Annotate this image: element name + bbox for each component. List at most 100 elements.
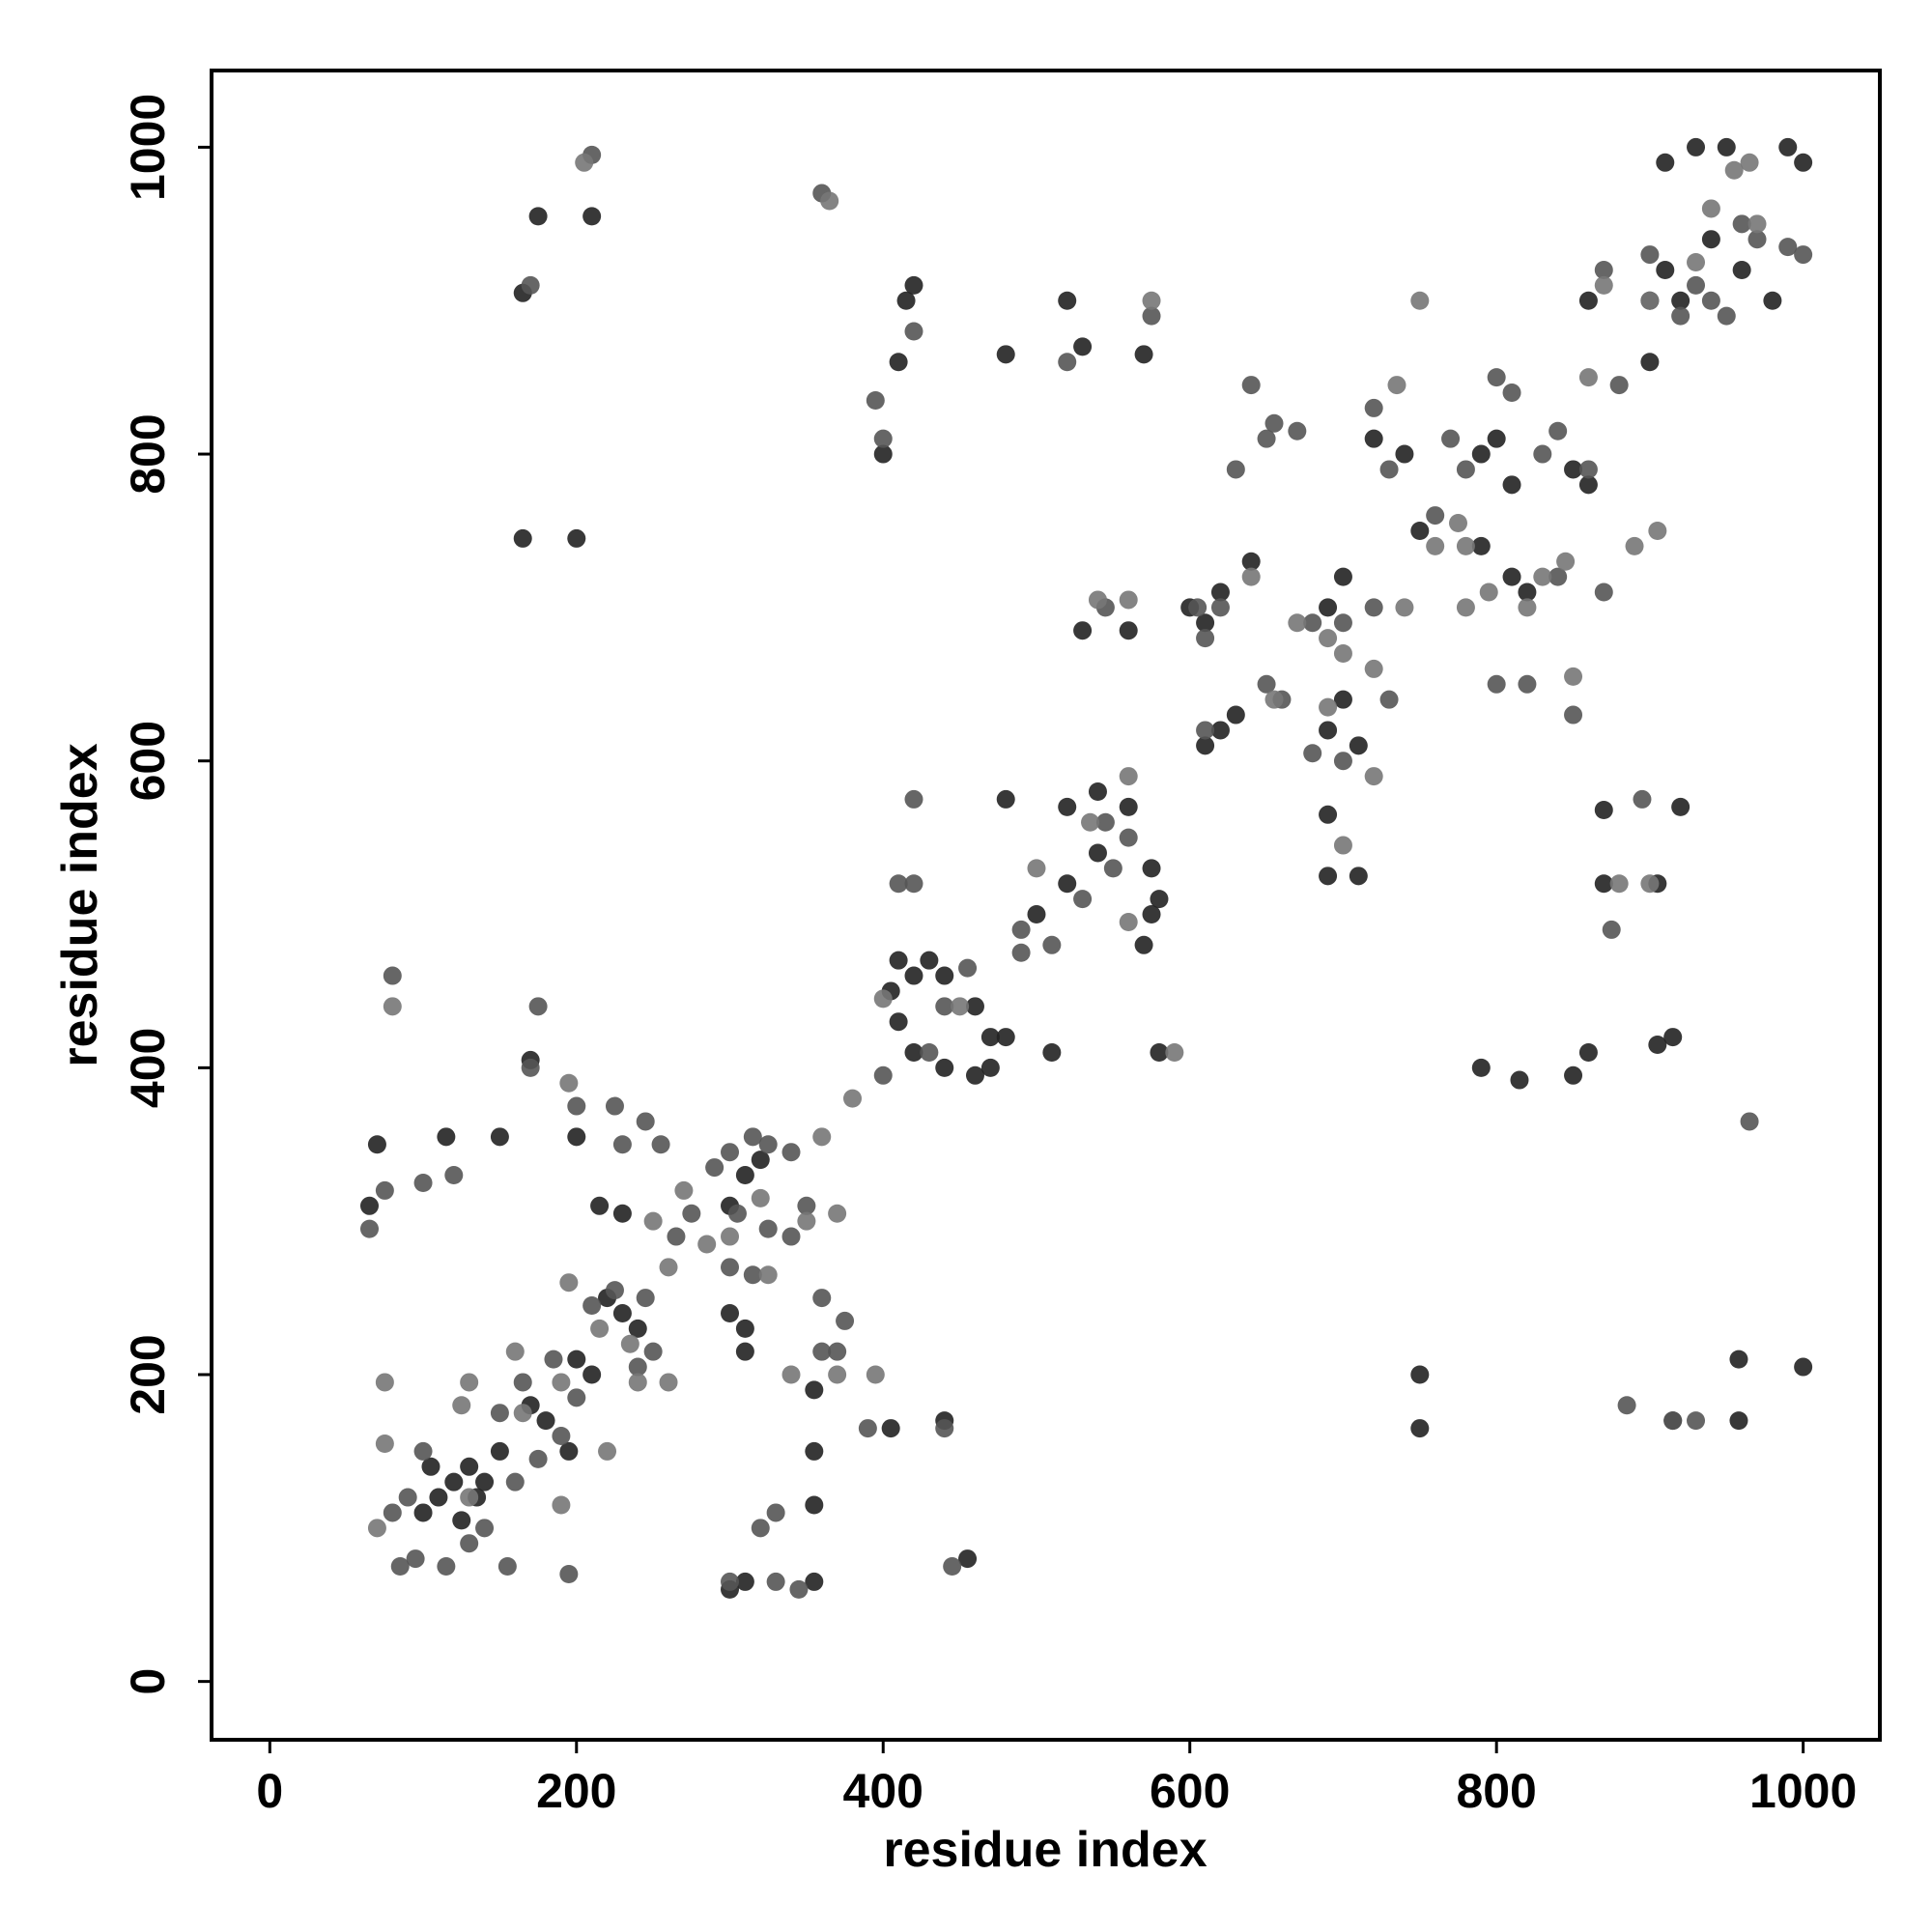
point: [697, 1235, 717, 1254]
point: [980, 1028, 1000, 1047]
point: [490, 1404, 509, 1423]
point: [904, 874, 923, 894]
point: [1594, 275, 1613, 295]
point: [1134, 345, 1153, 364]
point: [1058, 874, 1077, 894]
point: [383, 1503, 402, 1522]
point: [721, 1303, 740, 1322]
point: [797, 1196, 816, 1215]
point: [1533, 444, 1552, 464]
point: [444, 1472, 464, 1492]
point: [1518, 674, 1537, 694]
point: [1578, 368, 1598, 387]
point: [828, 1365, 847, 1384]
point: [1379, 460, 1399, 479]
point: [1333, 613, 1352, 633]
point: [628, 1373, 647, 1392]
point: [881, 1419, 900, 1438]
point: [721, 1143, 740, 1162]
point: [1349, 736, 1368, 755]
point: [1073, 337, 1093, 356]
point: [552, 1495, 571, 1515]
point: [413, 1173, 433, 1192]
point: [1210, 582, 1230, 602]
point: [1594, 260, 1613, 279]
point: [1196, 629, 1215, 648]
point: [1479, 582, 1498, 602]
point: [996, 345, 1015, 364]
point: [1456, 460, 1475, 479]
point: [1165, 1042, 1184, 1062]
point: [383, 966, 402, 985]
point: [612, 1303, 632, 1322]
point: [727, 1204, 747, 1223]
point: [1226, 460, 1245, 479]
point: [904, 1042, 923, 1062]
point: [1333, 836, 1352, 855]
point: [1426, 536, 1445, 555]
point: [1226, 705, 1245, 724]
point: [789, 1579, 809, 1599]
point: [1027, 859, 1046, 878]
point: [820, 191, 839, 211]
point: [1119, 621, 1138, 640]
point: [1533, 567, 1552, 586]
point: [1257, 429, 1276, 448]
point: [1395, 444, 1414, 464]
point: [1319, 598, 1338, 617]
point: [528, 1449, 548, 1468]
point: [721, 1258, 740, 1277]
point: [1264, 690, 1284, 709]
point: [1609, 874, 1629, 894]
point: [951, 997, 970, 1016]
point: [1564, 460, 1583, 479]
point: [965, 997, 984, 1016]
point: [1747, 214, 1767, 234]
point: [781, 1143, 801, 1162]
point: [1456, 536, 1475, 555]
point: [375, 1373, 394, 1392]
point: [1088, 843, 1107, 863]
point: [359, 1219, 379, 1238]
point: [1364, 398, 1383, 417]
point: [559, 1273, 579, 1293]
point: [1648, 1036, 1667, 1055]
point: [513, 528, 532, 548]
point: [1364, 659, 1383, 678]
x-tick-label: 600: [1150, 1764, 1230, 1818]
plot-area: [359, 137, 1813, 1599]
point: [1319, 805, 1338, 824]
point: [1319, 867, 1338, 886]
point: [828, 1342, 847, 1361]
point: [659, 1258, 678, 1277]
point: [1364, 767, 1383, 786]
point: [521, 1058, 540, 1077]
point: [920, 951, 939, 970]
point: [1364, 598, 1383, 617]
point: [1456, 598, 1475, 617]
point: [889, 353, 908, 372]
point: [1656, 153, 1675, 172]
point: [1042, 935, 1062, 954]
point: [958, 958, 978, 978]
point: [904, 322, 923, 341]
point: [1333, 567, 1352, 586]
point: [1794, 1357, 1813, 1377]
point: [1729, 1350, 1748, 1369]
point: [590, 1196, 610, 1215]
point: [1471, 444, 1491, 464]
point: [513, 1373, 532, 1392]
point: [1058, 291, 1077, 310]
x-tick-label: 800: [1456, 1764, 1536, 1818]
point: [1319, 697, 1338, 717]
point: [367, 1519, 386, 1538]
point: [758, 1135, 778, 1154]
point: [1640, 291, 1660, 310]
point: [1663, 1028, 1683, 1047]
point: [1150, 1042, 1169, 1062]
point: [904, 966, 923, 985]
point: [1732, 214, 1751, 234]
point: [1210, 598, 1230, 617]
point: [836, 1311, 855, 1330]
